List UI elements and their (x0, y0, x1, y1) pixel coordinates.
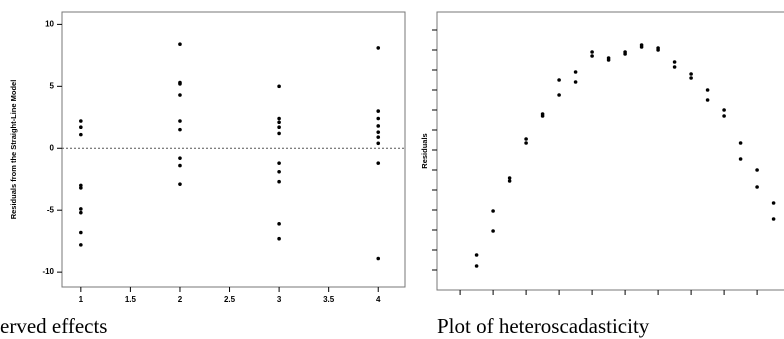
y-axis-label: Residuals from the Straight-Line Model (9, 80, 18, 220)
point (474, 264, 479, 268)
point (376, 46, 381, 50)
point (672, 65, 677, 69)
point (277, 161, 281, 165)
point (557, 93, 561, 97)
point (689, 72, 693, 76)
point (79, 183, 83, 188)
point (79, 243, 83, 247)
point (705, 98, 710, 102)
point (376, 130, 381, 134)
point (277, 116, 281, 121)
point (474, 253, 479, 257)
point (771, 201, 776, 205)
point (771, 217, 776, 221)
point (738, 141, 743, 145)
caption: erved effects (0, 314, 107, 338)
point (277, 131, 281, 136)
plot-frame (61, 11, 406, 288)
point (722, 114, 726, 118)
point (178, 82, 182, 86)
y-tick-label: -10 (42, 267, 54, 276)
x-tick-label: 2.5 (224, 295, 236, 304)
point (79, 132, 83, 137)
point (376, 116, 381, 121)
point (178, 163, 182, 168)
point (524, 137, 528, 141)
point (590, 54, 594, 58)
point (639, 45, 644, 49)
point (376, 109, 381, 113)
point (79, 207, 83, 211)
point (376, 135, 381, 139)
point (722, 108, 726, 112)
x-tick-label: 2 (178, 295, 183, 304)
point (79, 210, 83, 215)
point (672, 60, 677, 64)
point (590, 50, 594, 54)
point (573, 80, 578, 84)
point (689, 76, 693, 80)
point (705, 88, 710, 92)
point (507, 179, 512, 183)
y-tick-label: 5 (50, 81, 55, 90)
point (277, 179, 281, 184)
point (277, 169, 281, 174)
y-tick-label: -5 (47, 205, 55, 214)
point (79, 119, 83, 123)
point (656, 48, 660, 52)
point (178, 42, 182, 47)
point (738, 157, 743, 161)
point (540, 114, 545, 118)
point (79, 125, 83, 130)
point (507, 176, 512, 180)
point (79, 186, 83, 190)
x-tick-label: 3.5 (323, 295, 335, 304)
x-tick-label: 4 (376, 295, 381, 304)
point (178, 93, 182, 97)
point (491, 209, 495, 213)
x-tick-label: 1 (79, 295, 84, 304)
point (557, 78, 561, 82)
point (491, 229, 495, 233)
point (277, 84, 281, 89)
point (376, 141, 381, 146)
point (606, 58, 611, 62)
x-tick-label: 1.5 (125, 295, 137, 304)
point (178, 156, 182, 160)
y-axis-label: Residuals (420, 133, 429, 168)
point (178, 119, 182, 123)
point (178, 182, 182, 186)
point (79, 230, 83, 235)
point (376, 124, 381, 128)
point (755, 168, 759, 172)
point (277, 236, 281, 241)
point (623, 52, 627, 56)
point (755, 185, 759, 189)
y-tick-label: 10 (45, 19, 54, 28)
point (277, 222, 281, 226)
point (277, 120, 281, 125)
plot-frame (436, 11, 784, 291)
point (573, 70, 578, 74)
point (178, 127, 182, 132)
caption: Plot of heteroscadasticity (437, 314, 650, 338)
point (376, 256, 381, 261)
x-tick-label: 3 (277, 295, 282, 304)
point (277, 125, 281, 130)
y-tick-label: 0 (50, 143, 55, 152)
point (376, 161, 381, 165)
point (524, 141, 528, 145)
